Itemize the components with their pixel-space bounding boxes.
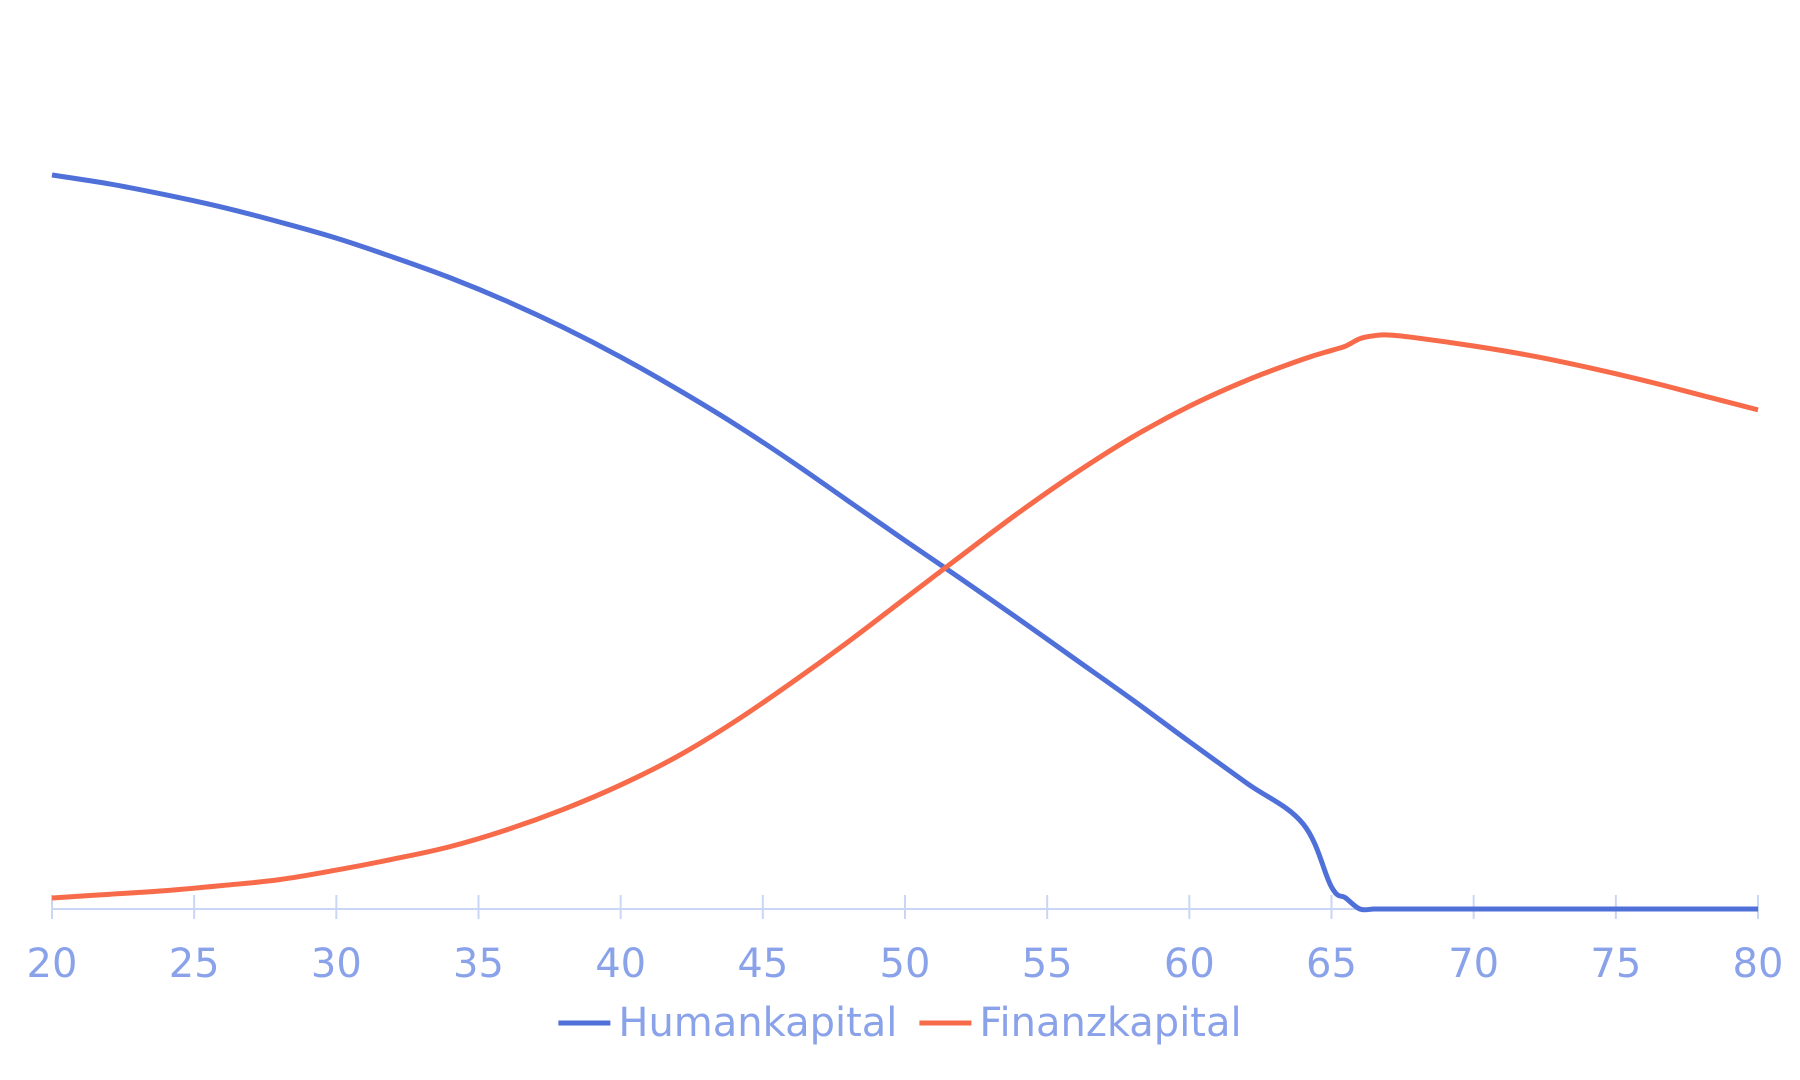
x-tick-label-50: 50 — [880, 941, 931, 987]
x-tick-label-30: 30 — [311, 941, 362, 987]
x-tick-label-75: 75 — [1590, 941, 1641, 987]
x-tick-label-25: 25 — [169, 941, 220, 987]
legend-item-humankapital[interactable]: Humankapital — [558, 1000, 897, 1046]
series-lines — [51, 172, 1759, 913]
legend-item-finanzkapital[interactable]: Finanzkapital — [919, 1000, 1242, 1046]
x-tick-label-40: 40 — [595, 941, 646, 987]
legend-label: Finanzkapital — [979, 1000, 1241, 1046]
x-tick-label-35: 35 — [453, 941, 504, 987]
x-tick-label-80: 80 — [1733, 941, 1784, 987]
x-tick-label-65: 65 — [1306, 941, 1357, 987]
x-tick-label-70: 70 — [1448, 941, 1499, 987]
x-tick-label-20: 20 — [27, 941, 78, 987]
legend-label: Humankapital — [618, 1000, 897, 1046]
series-line-finanzkapital — [51, 332, 1759, 901]
x-axis: 20 25 30 35 40 45 50 55 60 65 70 75 80 — [27, 895, 1784, 987]
legend: Humankapital Finanzkapital — [558, 1000, 1242, 1046]
x-tick-label-45: 45 — [737, 941, 788, 987]
x-tick-label-60: 60 — [1164, 941, 1215, 987]
series-line-humankapital — [51, 172, 1758, 913]
x-tick-label-55: 55 — [1022, 941, 1073, 987]
